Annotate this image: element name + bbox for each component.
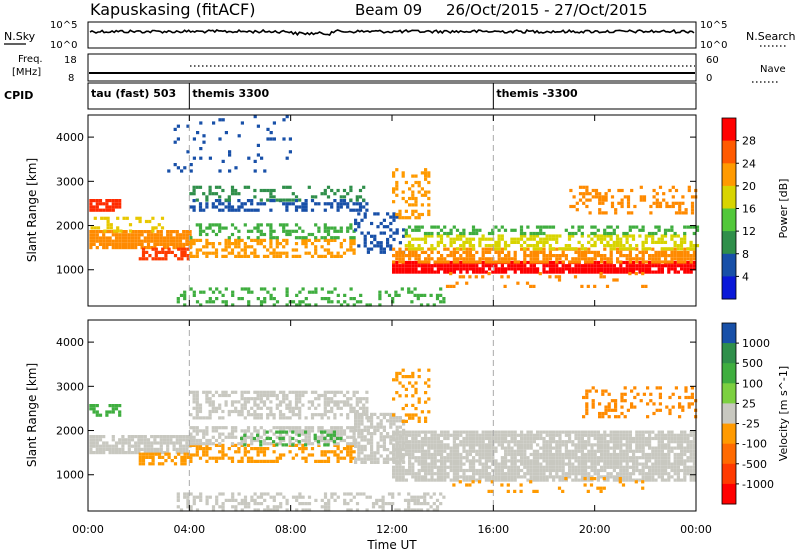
power-ylabel: Slant Range [km] [25,158,39,262]
colorbar-label: -500 [742,458,767,471]
colorbar-swatch [722,118,736,142]
freq-label: Freq. [18,54,43,65]
colorbar-swatch [722,163,736,187]
colorbar-label: 1000 [742,337,770,350]
date-range: 26/Oct/2015 - 27/Oct/2015 [446,1,648,19]
colorbar-label: 28 [742,135,756,148]
colorbar-label: 100 [742,377,763,390]
colorbar-swatch [722,463,736,485]
colorbar-swatch [722,276,736,300]
noise-panel: N.Sky 10^5 10^0 10^5 10^0 N.Search [4,20,796,51]
y-tick-label: 2000 [56,220,84,233]
colorbar-swatch [722,403,736,424]
noise-right-tick-top: 10^5 [700,20,727,31]
noise-sky-trace [89,28,695,37]
x-tick-label: 00:00 [72,523,104,536]
x-tick-label: 04:00 [173,523,205,536]
x-tick-label: 08:00 [275,523,307,536]
colorbar-swatch [722,323,736,344]
x-tick-label: 12:00 [376,523,408,536]
x-axis-label: Time UT [366,538,417,552]
velocity-colorbar-title: Velocity [m s^-1] [777,366,790,461]
cpid-segment-label: themis -3300 [496,87,578,100]
colorbar-label: 20 [742,180,756,193]
nave-tick-top: 60 [706,55,719,66]
cpid-panel: CPID tau (fast) 503 themis 3300 themis -33… [4,82,697,110]
y-tick-label: 4000 [56,131,84,144]
noise-right-label: N.Search [746,30,796,43]
colorbar-swatch [722,343,736,364]
noise-left-label: N.Sky [4,30,36,43]
colorbar-label: 8 [742,248,749,261]
cpid-segment-label: themis 3300 [192,87,269,100]
colorbar-label: 16 [742,203,756,216]
noise-left-tick-bottom: 10^0 [50,40,77,51]
colorbar-label: -25 [742,418,760,431]
colorbar-swatch [722,423,736,445]
colorbar-label: 4 [742,270,749,283]
y-tick-label: 3000 [56,175,84,188]
cpid-label: CPID [4,89,33,102]
beam-label: Beam 09 [355,1,422,19]
frequency-panel: Freq. [MHz] 18 8 60 0 Nave [12,53,786,84]
colorbar-label: 12 [742,225,756,238]
colorbar-label: -1000 [742,478,774,491]
y-tick-label: 1000 [56,264,84,277]
noise-left-tick-top: 10^5 [50,20,77,31]
colorbar-swatch [722,363,736,384]
power-panel: 1000 2000 3000 4000 Slant Range [km] 28 24 20… [25,114,790,307]
colorbar-swatch [722,253,736,277]
nave-tick-bottom: 0 [706,73,712,84]
freq-tick-bottom: 8 [68,73,74,84]
y-tick-label: 2000 [56,425,84,438]
colorbar-frame [721,322,737,505]
cpid-segment-label: tau (fast) 503 [91,87,176,100]
y-tick-label: 4000 [56,336,84,349]
colorbar-swatch [722,231,736,255]
freq-unit: [MHz] [12,67,41,78]
colorbar-swatch [722,140,736,164]
power-colorbar-title: Power [dB] [777,179,790,239]
nave-label: Nave [760,64,786,75]
colorbar-label: 24 [742,157,756,170]
x-tick-label: 20:00 [579,523,611,536]
velocity-panel: 1000 2000 3000 4000 Slant Range [km] 1000 50… [25,319,790,512]
y-tick-label: 1000 [56,469,84,482]
colorbar-swatch [722,185,736,209]
colorbar-swatch [722,483,736,505]
y-tick-label: 3000 [56,380,84,393]
x-tick-label: 16:00 [477,523,509,536]
noise-right-tick-bottom: 10^0 [700,40,727,51]
colorbar-label: -100 [742,438,767,451]
x-tick-label: 00:00 [680,523,712,536]
colorbar-label: 500 [742,357,763,370]
freq-tick-top: 18 [64,55,77,66]
colorbar-swatch [722,383,736,404]
colorbar-label: 25 [742,397,756,410]
colorbar-swatch [722,443,736,465]
velocity-ylabel: Slant Range [km] [25,363,39,467]
colorbar-swatch [722,208,736,232]
station-title: Kapuskasing (fitACF) [90,0,255,19]
time-axis: 00:00 04:00 08:00 12:00 16:00 20:00 00:00 [72,523,712,536]
